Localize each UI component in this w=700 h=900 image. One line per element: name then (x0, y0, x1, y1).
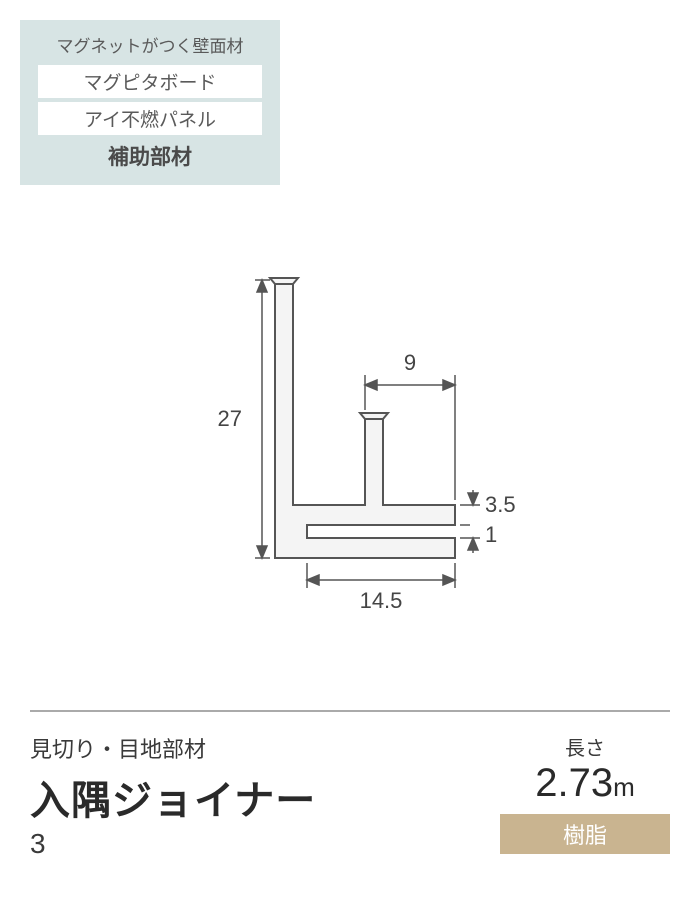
product-number: 3 (30, 828, 500, 860)
dim-gap-label: 1 (485, 522, 497, 547)
product-title: 入隅ジョイナー (30, 768, 500, 826)
category-title: マグネットがつく壁面材 (30, 32, 270, 57)
dim-height-label: 27 (218, 406, 242, 431)
profile-diagram: 27 9 3.5 1 (170, 220, 530, 620)
category-pill-2: アイ不燃パネル (38, 102, 262, 135)
info-right: 長さ 2.73m 樹脂 (500, 732, 670, 854)
flare-inner (360, 413, 388, 419)
length-value: 2.73 (535, 761, 613, 805)
length-row: 2.73m (500, 761, 670, 806)
product-info: 見切り・目地部材 入隅ジョイナー 3 長さ 2.73m 樹脂 (30, 710, 670, 860)
dim-bottom-width (307, 563, 455, 588)
length-unit: m (613, 772, 635, 802)
dim-notch-label: 3.5 (485, 492, 516, 517)
flare-left (270, 278, 298, 284)
category-sub: 補助部材 (30, 141, 270, 171)
dim-bottom-width-label: 14.5 (360, 588, 403, 613)
material-badge: 樹脂 (500, 814, 670, 854)
category-pill-1: マグピタボード (38, 65, 262, 98)
length-label: 長さ (500, 732, 670, 761)
info-left: 見切り・目地部材 入隅ジョイナー 3 (30, 732, 500, 860)
dim-top-width-label: 9 (404, 350, 416, 375)
dim-notch (460, 490, 480, 553)
category-box: マグネットがつく壁面材 マグピタボード アイ不燃パネル 補助部材 (20, 20, 280, 185)
product-subtitle: 見切り・目地部材 (30, 732, 500, 764)
dim-height (255, 280, 270, 558)
